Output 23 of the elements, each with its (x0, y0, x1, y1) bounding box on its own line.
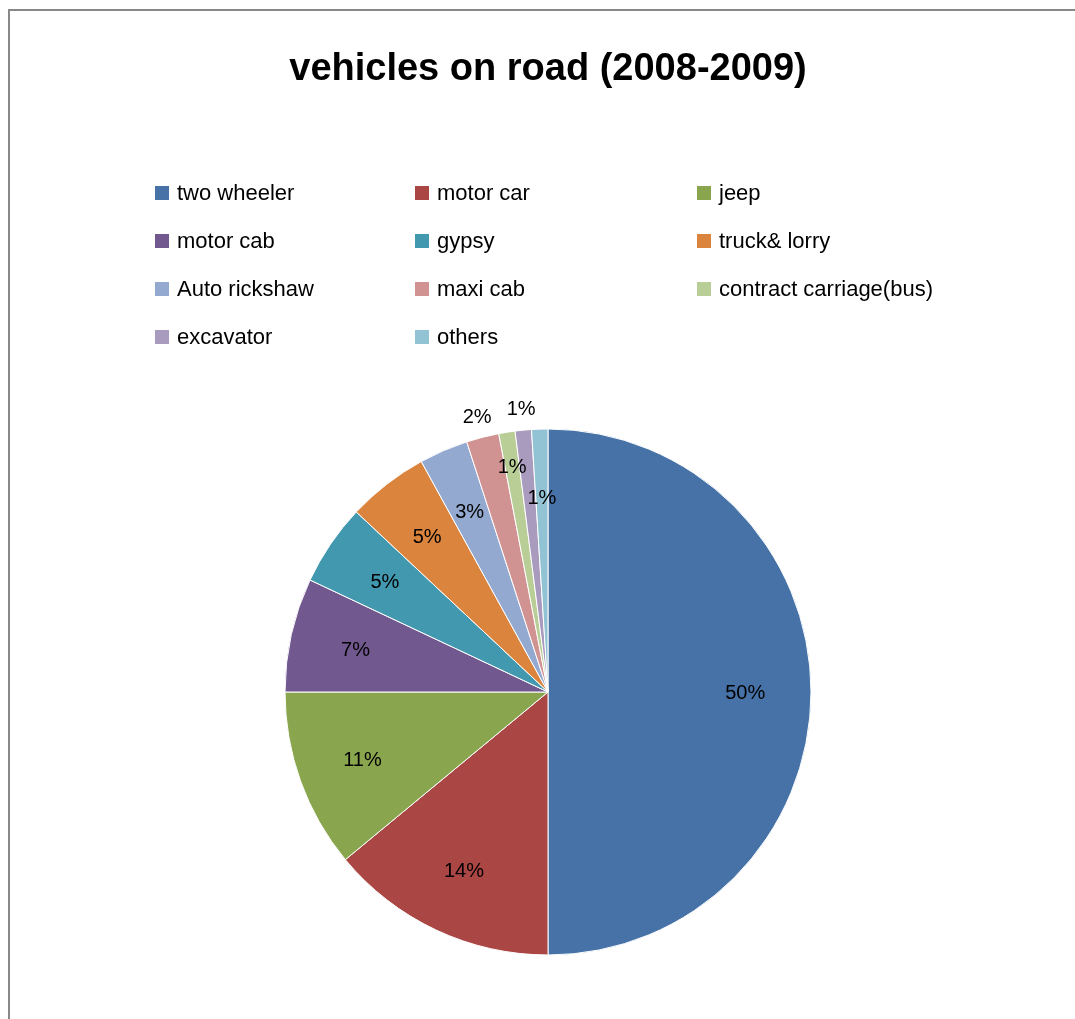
legend-label: Auto rickshaw (177, 276, 315, 301)
legend-label: others (437, 324, 499, 349)
legend-label: maxi cab (437, 276, 526, 301)
data-label: 14% (444, 859, 485, 882)
data-label: 50% (725, 681, 766, 703)
legend-label: excavator (177, 324, 273, 349)
data-label: 1% (506, 397, 536, 420)
legend-label: motor car (437, 180, 530, 205)
data-label: 5% (370, 570, 400, 593)
data-label: 7% (341, 637, 371, 660)
data-label: 3% (455, 499, 485, 522)
legend-label: gypsy (437, 228, 495, 253)
data-label: 1% (527, 486, 557, 509)
legend-label: two wheeler (177, 180, 295, 205)
data-label: 2% (462, 404, 492, 427)
chart-title: vehicles on road (2008-2009) (289, 46, 807, 88)
data-label: 1% (497, 455, 527, 478)
legend-label: jeep (718, 180, 761, 205)
data-label: 11% (343, 747, 382, 770)
data-label: 5% (412, 525, 442, 548)
legend-label: contract carriage(bus) (719, 276, 933, 301)
legend-label: truck& lorry (719, 228, 831, 253)
legend-label: motor cab (177, 228, 275, 253)
